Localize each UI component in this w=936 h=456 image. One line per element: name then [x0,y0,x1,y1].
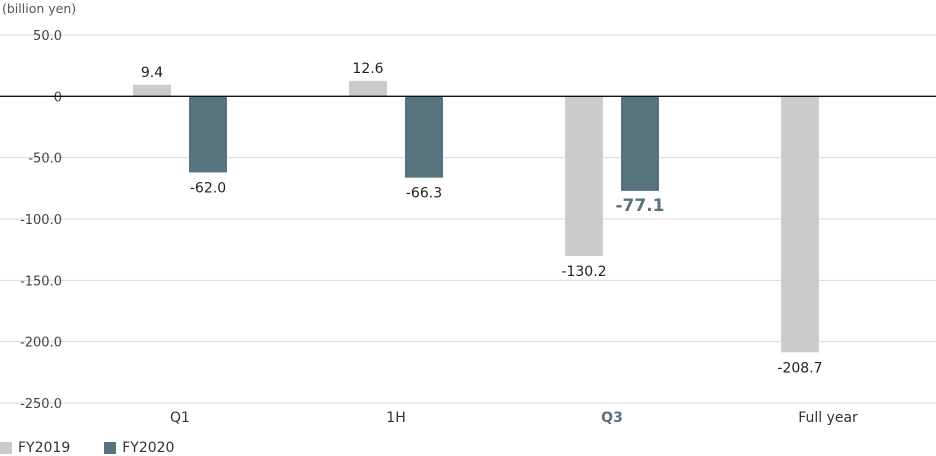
y-tick-label-150-0: -150.0 [20,274,62,289]
bar-chart: 50.0 0 -50.0 -100.0 -150.0 -200.0 -250.0 9.4 -6… [0,29,936,426]
gridlines [0,34,936,404]
x-tick-label-q1: Q1 [170,410,190,426]
x-axis-tick-labels: Q1 1H Q3 Full year [170,410,858,426]
data-labels: 9.4 -62.0 12.6 -66.3 -130.2 -77.1 -208.7 [141,61,823,376]
bar-fy2019-full-year [781,96,819,353]
legend-swatch-fy2019 [0,442,12,454]
data-label-fy2019-q3: -130.2 [561,264,606,280]
legend-swatch-fy2020 [104,442,117,454]
data-label-fy2020-1h: -66.3 [406,186,442,202]
y-tick-label-100-0: -100.0 [20,213,62,228]
data-label-fy2019-full-year: -208.7 [777,360,822,376]
bars [133,80,819,353]
bar-fy2020-1h [405,96,443,178]
legend-label-fy2019: FY2019 [18,440,71,456]
data-label-fy2020-q3: -77.1 [616,196,665,216]
x-tick-label-q3: Q3 [601,410,623,426]
bar-fy2019-1h [349,80,387,97]
data-label-fy2019-1h: 12.6 [352,61,383,77]
y-tick-label-50-0: -50.0 [28,152,62,167]
y-tick-label-0: 0 [54,90,62,105]
data-label-fy2020-q1: -62.0 [190,180,226,196]
y-tick-label-50-0: 50.0 [33,29,62,44]
legend-label-fy2020: FY2020 [122,440,175,456]
legend: FY2019 FY2020 [0,440,208,456]
y-tick-label-250-0: -250.0 [20,397,62,412]
legend-item-fy2019: FY2019 [0,440,70,456]
unit-label: (billion yen) [2,1,77,16]
data-label-fy2019-q1: 9.4 [141,65,163,81]
bar-fy2019-q3 [565,96,603,257]
x-tick-label-1h: 1H [386,410,405,426]
legend-item-fy2020: FY2020 [104,440,174,456]
bar-fy2020-q3 [621,96,659,191]
x-tick-label-full-year: Full year [798,410,858,426]
y-tick-label-200-0: -200.0 [20,336,62,351]
bar-fy2019-q1 [133,84,171,97]
bar-fy2020-q1 [189,96,227,173]
y-axis-tick-labels: 50.0 0 -50.0 -100.0 -150.0 -200.0 -250.0 [20,29,62,412]
